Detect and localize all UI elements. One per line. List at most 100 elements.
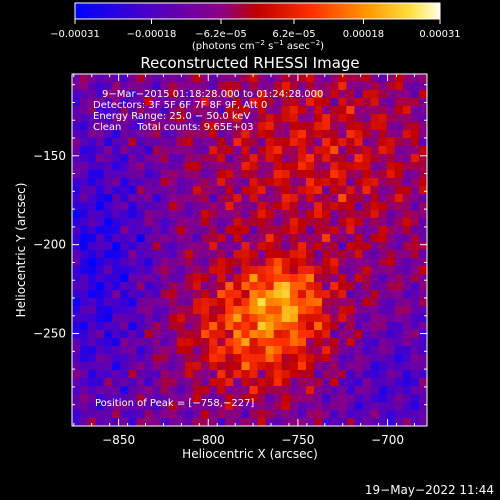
heatmap-cell: [362, 306, 371, 315]
heatmap-cell: [346, 234, 355, 243]
heatmap-cell: [88, 378, 97, 387]
heatmap-cell: [410, 346, 420, 355]
heatmap-cell: [96, 146, 105, 155]
heatmap-cell: [362, 130, 371, 139]
heatmap-cell: [386, 418, 396, 427]
heatmap-cell: [241, 402, 250, 411]
heatmap-cell: [281, 418, 291, 427]
heatmap-cell: [96, 178, 105, 187]
heatmap-cell: [209, 122, 218, 131]
heatmap-cell: [96, 354, 105, 363]
heatmap-cell: [273, 346, 283, 355]
heatmap-cell: [378, 330, 387, 339]
heatmap-cell: [176, 338, 186, 347]
y-tick-label: −200: [33, 238, 66, 252]
heatmap-cell: [297, 146, 307, 155]
heatmap-cell: [305, 178, 315, 187]
heatmap-cell: [378, 258, 387, 267]
heatmap-cell: [152, 178, 162, 187]
heatmap-cell: [338, 354, 347, 363]
heatmap-cell: [233, 266, 242, 275]
heatmap-cell: [362, 346, 371, 355]
heatmap-cell: [104, 114, 113, 123]
heatmap-cell: [136, 234, 145, 243]
heatmap-cell: [201, 250, 210, 259]
heatmap-cell: [128, 274, 137, 283]
heatmap-cell: [168, 90, 178, 99]
heatmap-cell: [201, 234, 210, 243]
colorbar-tick-label: 0.00018: [343, 29, 384, 40]
heatmap-cell: [201, 202, 210, 211]
heatmap-cell: [241, 130, 250, 139]
heatmap-cell: [144, 186, 153, 195]
heatmap-cell: [378, 114, 387, 123]
heatmap-cell: [241, 82, 250, 91]
heatmap-cell: [144, 242, 153, 251]
heatmap-cell: [402, 370, 412, 379]
heatmap-cell: [209, 234, 218, 243]
heatmap-cell: [104, 146, 113, 155]
heatmap-cell: [281, 282, 291, 291]
heatmap-cell: [338, 410, 347, 419]
heatmap-cell: [257, 234, 266, 243]
heatmap-cell: [96, 242, 105, 251]
heatmap-cell: [354, 314, 363, 323]
heatmap-cell: [112, 122, 121, 131]
heatmap-cell: [217, 266, 226, 275]
annotation-detectors: Detectors: 3F 5F 6F 7F 8F 9F, Att 0: [93, 100, 267, 111]
heatmap-cell: [322, 114, 331, 123]
heatmap-cell: [168, 146, 178, 155]
heatmap-cell: [338, 250, 347, 259]
heatmap-cell: [281, 322, 291, 331]
heatmap-cell: [322, 218, 331, 227]
heatmap-cell: [120, 130, 129, 139]
heatmap-cell: [209, 274, 218, 283]
heatmap-cell: [249, 298, 258, 307]
heatmap-cell: [305, 346, 315, 355]
heatmap-cell: [257, 418, 266, 427]
heatmap-cell: [88, 354, 97, 363]
heatmap-cell: [378, 194, 387, 203]
heatmap-cell: [314, 178, 323, 187]
heatmap-cell: [322, 146, 331, 155]
heatmap-cell: [402, 394, 412, 403]
heatmap-cell: [193, 394, 202, 403]
heatmap-cell: [136, 90, 145, 99]
heatmap-cell: [217, 218, 226, 227]
heatmap-cell: [104, 218, 113, 227]
heatmap-cell: [72, 394, 81, 403]
heatmap-cell: [241, 162, 250, 171]
heatmap-cell: [330, 242, 339, 251]
heatmap-cell: [96, 314, 105, 323]
heatmap-cell: [193, 314, 202, 323]
heatmap-cell: [410, 266, 420, 275]
heatmap-cell: [257, 290, 266, 299]
heatmap-cell: [305, 146, 315, 155]
heatmap-cell: [152, 226, 162, 235]
heatmap-cell: [330, 210, 339, 219]
heatmap-cell: [330, 394, 339, 403]
heatmap-cell: [88, 314, 97, 323]
heatmap-cell: [80, 210, 89, 219]
heatmap-cell: [128, 178, 137, 187]
heatmap-cell: [338, 146, 347, 155]
heatmap-cell: [136, 170, 145, 179]
heatmap-cell: [184, 298, 194, 307]
heatmap-cell: [209, 202, 218, 211]
heatmap-cell: [265, 130, 275, 139]
heatmap-cell: [346, 154, 355, 163]
heatmap-cell: [314, 322, 323, 331]
heatmap-cell: [80, 106, 89, 115]
heatmap-cell: [96, 418, 105, 427]
heatmap-cell: [265, 82, 275, 91]
heatmap-cell: [176, 282, 186, 291]
heatmap-cell: [96, 114, 105, 123]
heatmap-cell: [144, 138, 153, 147]
heatmap-cell: [201, 98, 210, 107]
heatmap-cell: [193, 186, 202, 195]
heatmap-cell: [209, 378, 218, 387]
heatmap-cell: [362, 218, 371, 227]
heatmap-cell: [136, 338, 145, 347]
heatmap-cell: [176, 186, 186, 195]
heatmap-cell: [338, 282, 347, 291]
